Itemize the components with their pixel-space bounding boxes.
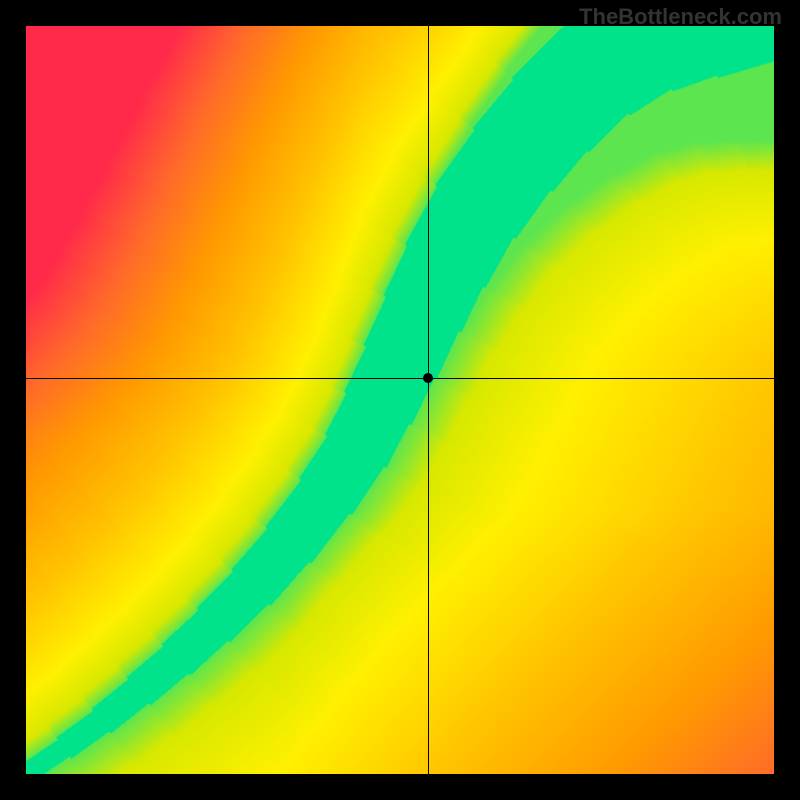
heatmap-plot (26, 26, 774, 774)
heatmap-canvas (26, 26, 774, 774)
crosshair-horizontal (26, 378, 774, 379)
watermark-text: TheBottleneck.com (579, 4, 782, 30)
crosshair-vertical (428, 26, 429, 774)
crosshair-marker (423, 373, 433, 383)
